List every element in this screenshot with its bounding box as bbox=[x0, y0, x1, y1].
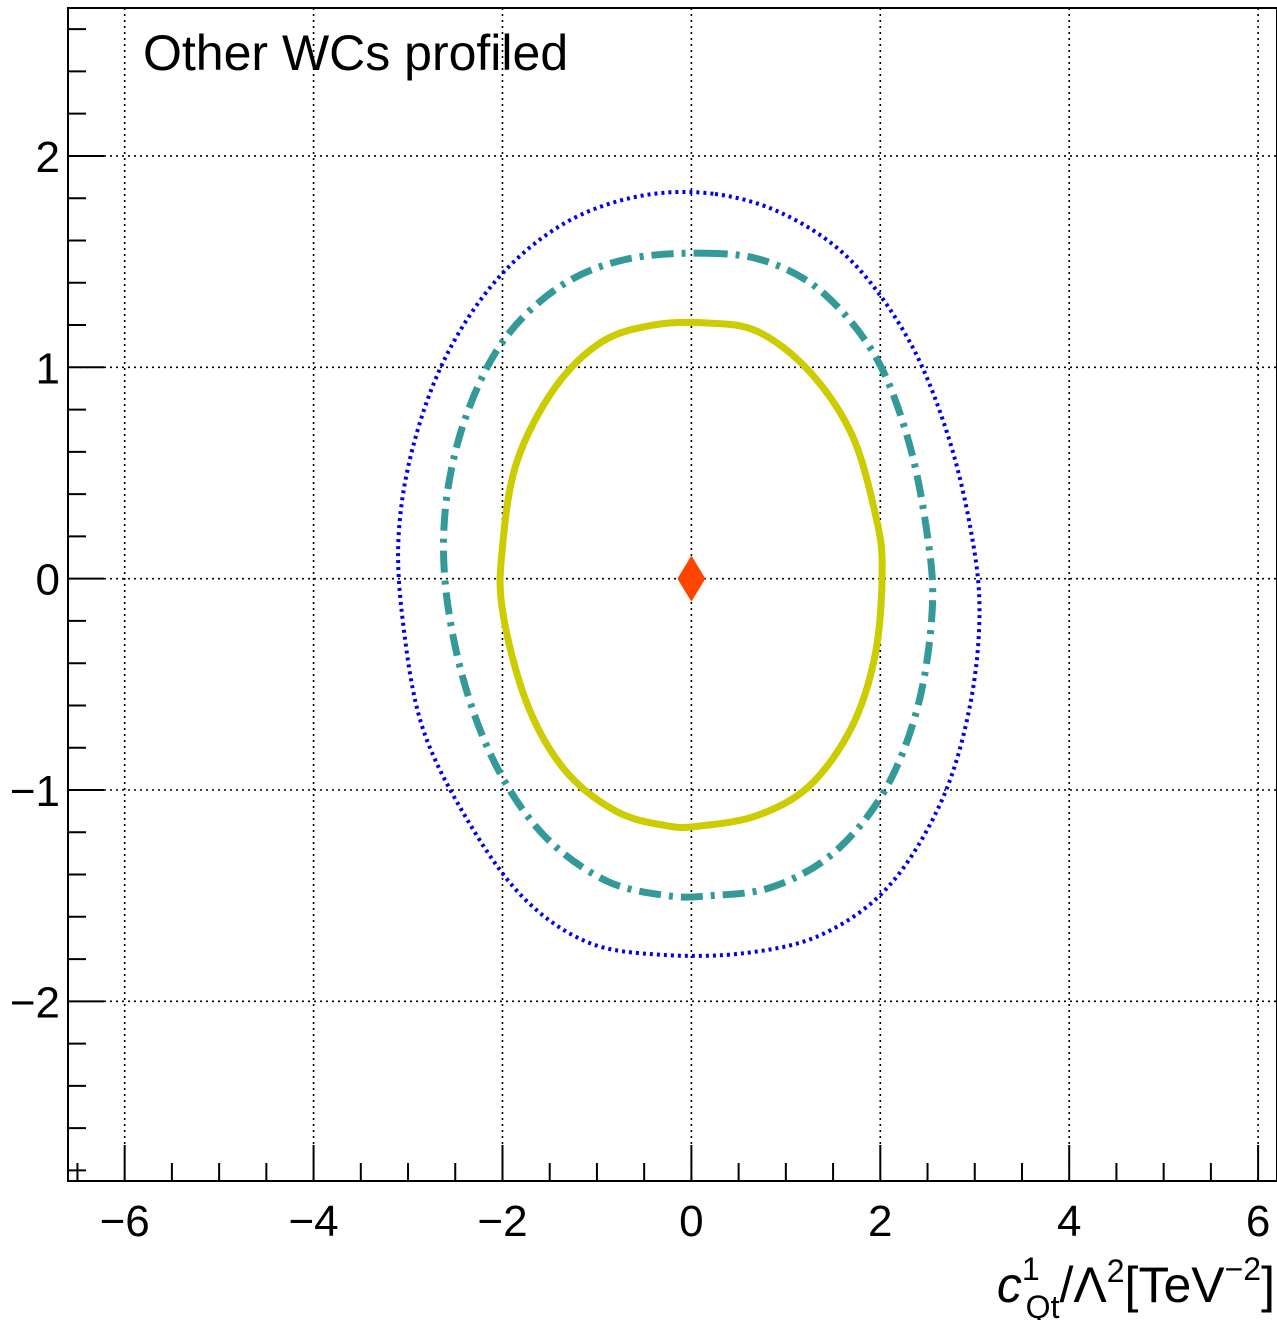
x-title-unit-sup: −2 bbox=[1225, 1251, 1261, 1287]
x-title-unit-end: ] bbox=[1261, 1257, 1275, 1313]
x-tick-label: −2 bbox=[477, 1197, 527, 1246]
y-tick-label: −2 bbox=[10, 978, 60, 1027]
tick-labels: −6 −4 −2 0 2 4 6 −2 −1 0 1 2 bbox=[10, 133, 1271, 1246]
x-tick-label: 4 bbox=[1057, 1197, 1081, 1246]
y-tick-label: 0 bbox=[36, 556, 60, 605]
x-title-sup: 1 bbox=[1022, 1251, 1040, 1287]
annotation-text: Other WCs profiled bbox=[143, 25, 568, 81]
axis-ticks bbox=[68, 29, 1258, 1181]
y-tick-label: 1 bbox=[36, 344, 60, 393]
x-title-mid-sup: 2 bbox=[1107, 1253, 1125, 1289]
x-title-var: c bbox=[997, 1257, 1022, 1313]
x-tick-label: 6 bbox=[1246, 1197, 1270, 1246]
x-title-unit: [TeV bbox=[1125, 1257, 1226, 1313]
x-tick-label: −6 bbox=[100, 1197, 150, 1246]
x-axis-title: c1 Qt/Λ2[TeV−2] bbox=[997, 1251, 1275, 1320]
x-tick-label: 2 bbox=[868, 1197, 892, 1246]
plot-frame bbox=[68, 8, 1277, 1181]
marker-layer bbox=[677, 556, 705, 602]
x-title-mid: /Λ bbox=[1059, 1257, 1107, 1313]
y-tick-label: −1 bbox=[10, 767, 60, 816]
x-tick-label: −4 bbox=[288, 1197, 338, 1246]
x-tick-label: 0 bbox=[679, 1197, 703, 1246]
grid-lines bbox=[68, 8, 1277, 1181]
best-fit-marker bbox=[677, 556, 705, 602]
x-title-sub: Qt bbox=[1026, 1289, 1060, 1320]
y-tick-label: 2 bbox=[36, 133, 60, 182]
